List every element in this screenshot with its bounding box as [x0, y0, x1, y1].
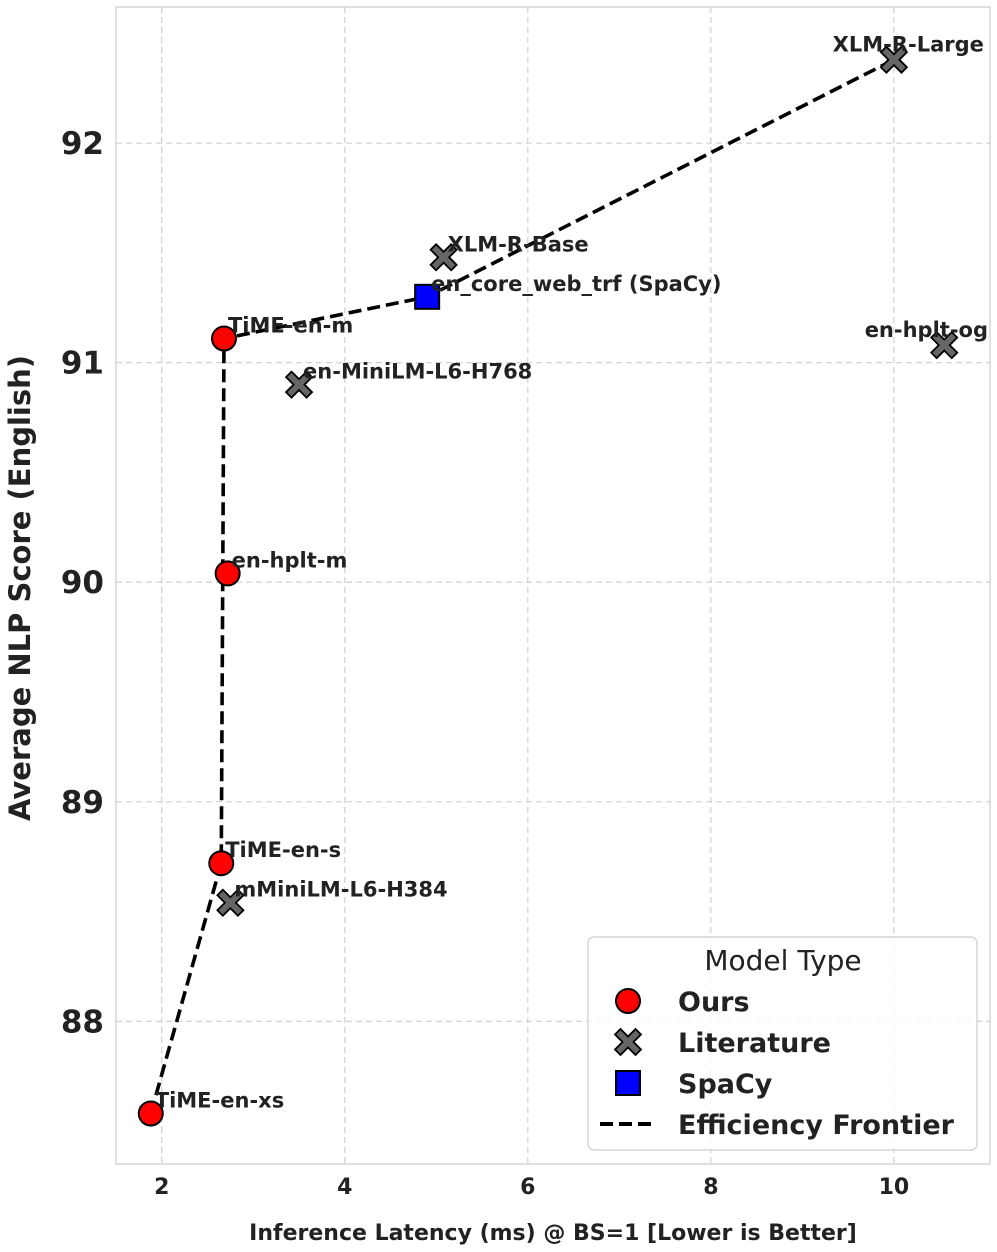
x-tick-label: 10 [879, 1175, 910, 1200]
point-spacy-marker [414, 283, 441, 310]
y-tick-label: 91 [61, 346, 104, 382]
y-axis-label: Average NLP Score (English) [3, 355, 37, 821]
legend: Model Type Ours Literature SpaCy Efficiency… [587, 936, 978, 1151]
x-tick-label: 8 [703, 1175, 718, 1200]
ticks: 2 4 6 8 10 88 89 90 91 92 [61, 126, 909, 1200]
legend-entry-label: Literature [678, 1028, 831, 1059]
point-label: TiME-en-xs [155, 1089, 284, 1113]
legend-frame [587, 936, 978, 1151]
point-literature-marker [929, 330, 959, 360]
point-label: mMiniLM-L6-H384 [234, 878, 447, 902]
legend-entry-label: Ours [678, 987, 750, 1018]
x-tick-label: 4 [337, 1175, 352, 1200]
point-label: TiME-en-s [225, 838, 341, 862]
point-literature-marker [284, 370, 314, 399]
legend-entries: Ours Literature SpaCy Efficiency Frontier [600, 987, 955, 1141]
point-literature-marker [216, 888, 245, 918]
point-ours-marker [210, 325, 237, 352]
point-label: en-MiniLM-L6-H768 [303, 360, 532, 384]
point-literature-marker [429, 243, 458, 272]
x-axis-label: Inference Latency (ms) @ BS=1 [Lower is … [249, 1221, 857, 1246]
point-literature-marker [879, 45, 909, 74]
point-label: en_core_web_trf (SpaCy) [431, 272, 721, 296]
y-tick-label: 89 [61, 785, 104, 821]
legend-spacy-swatch [615, 1070, 641, 1096]
legend-entry-label: SpaCy [678, 1069, 773, 1100]
y-tick-label: 92 [61, 126, 104, 162]
points [137, 45, 959, 1127]
point-labels: TiME-en-xs TiME-en-s en-hplt-m TiME-en-m mMi… [155, 33, 988, 1113]
y-tick-label: 88 [61, 1004, 104, 1040]
point-label: XLM-R-Base [448, 232, 589, 256]
legend-ours-swatch [615, 988, 641, 1014]
point-ours-marker [208, 850, 235, 877]
grid [116, 7, 990, 1164]
x-tick-label: 2 [154, 1175, 169, 1200]
y-tick-label: 90 [61, 565, 104, 601]
point-label: en-hplt-og [865, 318, 988, 342]
point-label: TiME-en-m [228, 314, 353, 338]
point-ours-marker [214, 560, 241, 587]
point-label: XLM-R-Large [833, 33, 984, 57]
legend-literature-swatch [613, 1027, 643, 1057]
legend-title: Model Type [704, 944, 861, 977]
legend-entry-label: Efficiency Frontier [678, 1110, 955, 1141]
x-tick-label: 6 [520, 1175, 535, 1200]
point-ours-marker [137, 1100, 164, 1127]
point-label: en-hplt-m [232, 548, 348, 572]
